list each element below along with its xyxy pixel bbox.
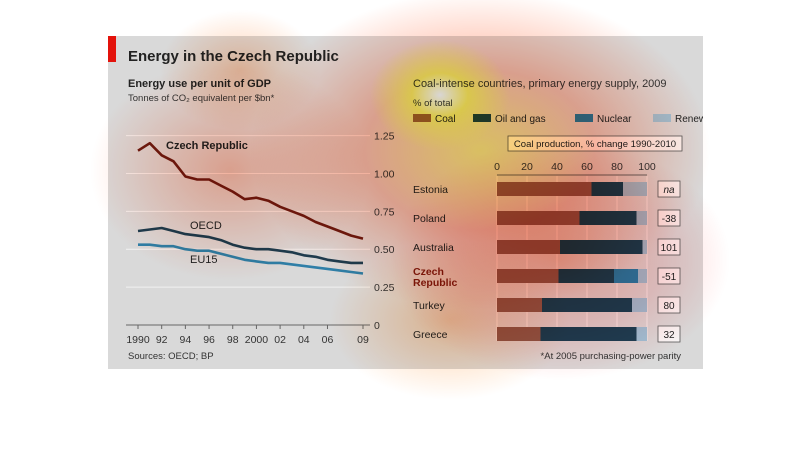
x-tick-label: 92: [156, 334, 168, 346]
x-tick-label: 96: [203, 334, 215, 346]
bar-segment: [560, 240, 643, 254]
legend-swatch: [413, 114, 431, 122]
bar-segment: [591, 182, 623, 196]
category-label: Australia: [413, 242, 454, 254]
x-tick-label: 1990: [126, 334, 150, 346]
bar-segment: [638, 269, 647, 283]
bar-x-tick-label: 100: [638, 161, 656, 173]
y-tick-label: 0.25: [374, 282, 395, 294]
legend-swatch: [473, 114, 491, 122]
legend-swatch: [653, 114, 671, 122]
y-tick-label: 0.50: [374, 244, 395, 256]
bar-segment: [497, 269, 559, 283]
y-tick-label: 1.00: [374, 168, 395, 180]
x-tick-label: 04: [298, 334, 310, 346]
bar-segment: [614, 269, 638, 283]
bar-segment: [623, 182, 647, 196]
legend-label: Oil and gas: [495, 114, 546, 125]
bar-x-tick-label: 0: [494, 161, 500, 173]
bar-segment: [497, 298, 542, 312]
x-tick-label: 02: [274, 334, 286, 346]
bar-segment: [636, 327, 647, 341]
series-label: Czech Republic: [166, 140, 248, 152]
bar-segment: [636, 211, 647, 225]
coal-change-value: -51: [662, 272, 677, 283]
category-label: Estonia: [413, 184, 448, 196]
bar-segment: [579, 211, 637, 225]
coal-change-value: 101: [661, 243, 678, 254]
coal-change-value: -38: [662, 214, 677, 225]
bar-segment: [497, 240, 560, 254]
y-tick-label: 0.75: [374, 206, 395, 218]
bar-segment: [632, 298, 647, 312]
bar-segment: [542, 298, 632, 312]
series-line: [137, 141, 364, 240]
x-tick-label: 2000: [245, 334, 269, 346]
bar-segment: [497, 182, 592, 196]
bar-x-tick-label: 60: [581, 161, 593, 173]
bar-x-tick-label: 80: [611, 161, 623, 173]
series-label: EU15: [190, 254, 218, 266]
chart-panel: Energy in the Czech Republic Energy use …: [108, 36, 703, 369]
bar-segment: [497, 327, 541, 341]
coal-change-value: 80: [663, 301, 675, 312]
bar-unit-label: % of total: [413, 98, 453, 109]
bar-x-tick-label: 40: [551, 161, 563, 173]
coal-change-value: na: [663, 185, 675, 196]
x-tick-label: 94: [180, 334, 192, 346]
bar-segment: [558, 269, 614, 283]
y-tick-label: 0: [374, 320, 380, 332]
legend-label: Nuclear: [597, 114, 632, 125]
category-label: Poland: [413, 213, 446, 225]
series-label: OECD: [190, 220, 222, 232]
category-label: Turkey: [413, 300, 445, 312]
bar-x-tick-label: 20: [521, 161, 533, 173]
legend-swatch: [575, 114, 593, 122]
category-label: Greece: [413, 329, 448, 341]
x-tick-label: 09: [357, 334, 369, 346]
legend-label: Renewable: [675, 114, 703, 125]
bar-segment: [642, 240, 647, 254]
coal-change-value: 32: [663, 330, 675, 341]
bar-segment: [497, 211, 580, 225]
bar-segment: [540, 327, 637, 341]
y-tick-label: 1.25: [374, 131, 395, 143]
x-tick-label: 06: [322, 334, 334, 346]
x-tick-label: 98: [227, 334, 239, 346]
annotation-label: Coal production, % change 1990-2010: [514, 139, 676, 150]
legend-label: Coal: [435, 114, 456, 125]
category-label: Republic: [413, 277, 457, 289]
